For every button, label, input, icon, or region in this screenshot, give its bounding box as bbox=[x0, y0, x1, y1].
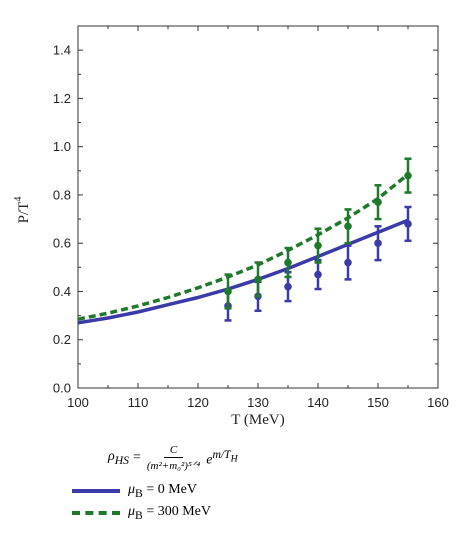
y-tick-label: 0.0 bbox=[53, 381, 71, 396]
x-tick-label: 100 bbox=[67, 395, 89, 410]
data-point bbox=[224, 287, 232, 296]
x-tick-label: 120 bbox=[187, 395, 209, 410]
data-point bbox=[344, 222, 352, 231]
x-tick-label: 140 bbox=[307, 395, 329, 410]
y-tick-label: 0.2 bbox=[53, 332, 71, 347]
formula-denominator: (m²+m₀²)⁵ᐟ⁴ bbox=[146, 460, 201, 472]
legend-mu300-text: = 300 MeV bbox=[142, 504, 211, 520]
data-point bbox=[284, 258, 292, 267]
data-point bbox=[284, 282, 292, 291]
legend-item-mu0: μB = 0 MeV bbox=[72, 480, 211, 502]
legend-swatch-solid bbox=[72, 489, 120, 493]
legend: μB = 0 MeV μB = 300 MeV bbox=[72, 480, 211, 524]
data-point bbox=[374, 198, 382, 206]
data-point bbox=[314, 241, 322, 250]
legend-label-mu0: μB = 0 MeV bbox=[128, 482, 197, 500]
formula-exp-base: e bbox=[206, 452, 213, 468]
legend-item-mu300: μB = 300 MeV bbox=[72, 502, 211, 524]
x-tick-label: 110 bbox=[128, 395, 149, 410]
data-point bbox=[404, 220, 412, 228]
y-axis-title-main: P/T bbox=[16, 202, 32, 224]
y-axis-title-sup: 4 bbox=[13, 197, 24, 202]
series-curve-1 bbox=[77, 173, 410, 321]
formula-exponential: em/TH bbox=[206, 448, 237, 469]
data-point bbox=[404, 171, 412, 180]
x-axis-title: T (MeV) bbox=[231, 412, 284, 428]
data-point bbox=[374, 239, 382, 247]
plot-frame bbox=[77, 25, 439, 389]
formula-lhs-sub: HS bbox=[114, 453, 129, 467]
y-tick-label: 1.4 bbox=[53, 43, 71, 58]
legend-swatch-dashed bbox=[72, 511, 120, 515]
chart: 100 110 120 130 140 150 160 0.0 0.2 0.4 0.6 0.8 1.0 1… bbox=[13, 25, 449, 428]
y-axis-title: P/T4 bbox=[13, 197, 32, 224]
x-tick-label: 160 bbox=[427, 395, 449, 410]
y-tick-label: 0.6 bbox=[53, 236, 71, 251]
formula-exp-power-sub: H bbox=[230, 453, 238, 464]
curves bbox=[77, 173, 410, 325]
legend-mu-sub: B bbox=[135, 508, 143, 522]
y-tick-label: 0.8 bbox=[53, 187, 71, 202]
data-points bbox=[224, 157, 412, 322]
x-tick-label: 150 bbox=[367, 395, 389, 410]
series-curve-0 bbox=[77, 218, 409, 325]
x-tick-label: 130 bbox=[247, 395, 269, 410]
formula-exp-power: m/TH bbox=[212, 447, 238, 464]
data-point bbox=[254, 275, 262, 284]
formula: ρHS = C (m²+m₀²)⁵ᐟ⁴ em/TH bbox=[108, 444, 238, 472]
axes: 100 110 120 130 140 150 160 0.0 0.2 0.4 0.6 0.8 1.0 1… bbox=[53, 25, 449, 410]
data-point bbox=[314, 270, 322, 279]
legend-mu0-text: = 0 MeV bbox=[142, 482, 197, 498]
y-tick-label: 1.0 bbox=[53, 139, 71, 154]
legend-mu-symbol: μ bbox=[128, 482, 136, 498]
formula-fraction: C (m²+m₀²)⁵ᐟ⁴ bbox=[147, 444, 200, 472]
formula-lhs: ρHS bbox=[108, 449, 129, 467]
legend-label-mu300: μB = 300 MeV bbox=[128, 504, 211, 522]
formula-rho: ρ bbox=[108, 449, 115, 465]
y-tick-label: 0.4 bbox=[53, 284, 71, 299]
data-point bbox=[344, 258, 352, 267]
legend-mu-symbol: μ bbox=[128, 504, 136, 520]
y-tick-label: 1.2 bbox=[53, 91, 71, 106]
legend-mu-sub: B bbox=[135, 486, 143, 500]
formula-exp-power-main: m/T bbox=[212, 447, 231, 461]
formula-numerator: C bbox=[163, 444, 184, 458]
formula-equals: = bbox=[132, 450, 141, 465]
